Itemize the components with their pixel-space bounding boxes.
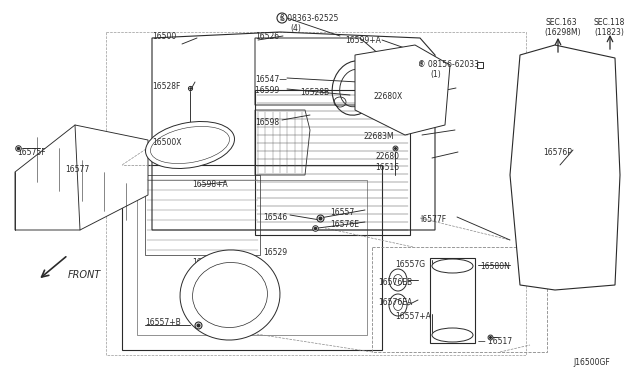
Text: 16598: 16598 — [255, 118, 279, 127]
Text: (4): (4) — [290, 24, 301, 33]
Text: 16500X: 16500X — [152, 138, 182, 147]
Polygon shape — [355, 45, 450, 135]
Text: 16599 —: 16599 — — [255, 86, 289, 95]
Text: 16599+A: 16599+A — [345, 36, 381, 45]
Text: 22680X: 22680X — [373, 92, 403, 101]
Text: (1): (1) — [430, 70, 441, 79]
Text: ® 08156-62033: ® 08156-62033 — [418, 60, 479, 69]
Text: FRONT: FRONT — [68, 270, 101, 280]
Text: 16576P: 16576P — [543, 148, 572, 157]
Text: 16516: 16516 — [375, 163, 399, 172]
Text: 16576E: 16576E — [330, 220, 359, 229]
Bar — [372, 247, 547, 352]
Text: 16528F: 16528F — [152, 82, 180, 91]
Text: — 16517: — 16517 — [478, 337, 512, 346]
Text: 16547—: 16547— — [255, 75, 287, 84]
Text: S: S — [280, 16, 284, 20]
Polygon shape — [510, 45, 620, 290]
Text: 16557G: 16557G — [395, 260, 425, 269]
Text: SEC.163: SEC.163 — [546, 18, 578, 27]
Text: I6577F: I6577F — [420, 215, 446, 224]
Text: 16575F: 16575F — [17, 148, 45, 157]
Text: 16557+A: 16557+A — [395, 312, 431, 321]
Text: 16529: 16529 — [263, 248, 287, 257]
Text: ß 08363-62525: ß 08363-62525 — [280, 14, 339, 23]
Text: 22683M: 22683M — [363, 132, 394, 141]
Text: 22680: 22680 — [375, 152, 399, 161]
Text: B: B — [418, 61, 422, 67]
Text: 16577: 16577 — [65, 165, 89, 174]
Text: 16528B: 16528B — [300, 88, 329, 97]
Text: 16580N: 16580N — [480, 262, 510, 271]
Text: J16500GF: J16500GF — [573, 358, 610, 367]
Text: 16576EA: 16576EA — [378, 298, 412, 307]
Text: SEC.118: SEC.118 — [594, 18, 625, 27]
Text: (16298M): (16298M) — [544, 28, 580, 37]
Ellipse shape — [180, 250, 280, 340]
Text: 16500: 16500 — [152, 32, 176, 41]
Polygon shape — [15, 125, 148, 230]
Text: (11823): (11823) — [594, 28, 624, 37]
Bar — [255, 90, 410, 235]
Text: 16557: 16557 — [330, 208, 355, 217]
Text: 16526: 16526 — [255, 32, 279, 41]
Ellipse shape — [145, 122, 234, 169]
Text: 16598+A: 16598+A — [192, 258, 228, 267]
Bar — [145, 175, 260, 255]
Text: 16557+B: 16557+B — [145, 318, 180, 327]
Bar — [122, 165, 382, 350]
Text: 16576EB: 16576EB — [378, 278, 412, 287]
Bar — [430, 258, 475, 343]
Bar — [137, 180, 367, 335]
Text: 16598+A: 16598+A — [192, 180, 228, 189]
Text: 16546: 16546 — [263, 213, 287, 222]
Bar — [106, 32, 526, 355]
